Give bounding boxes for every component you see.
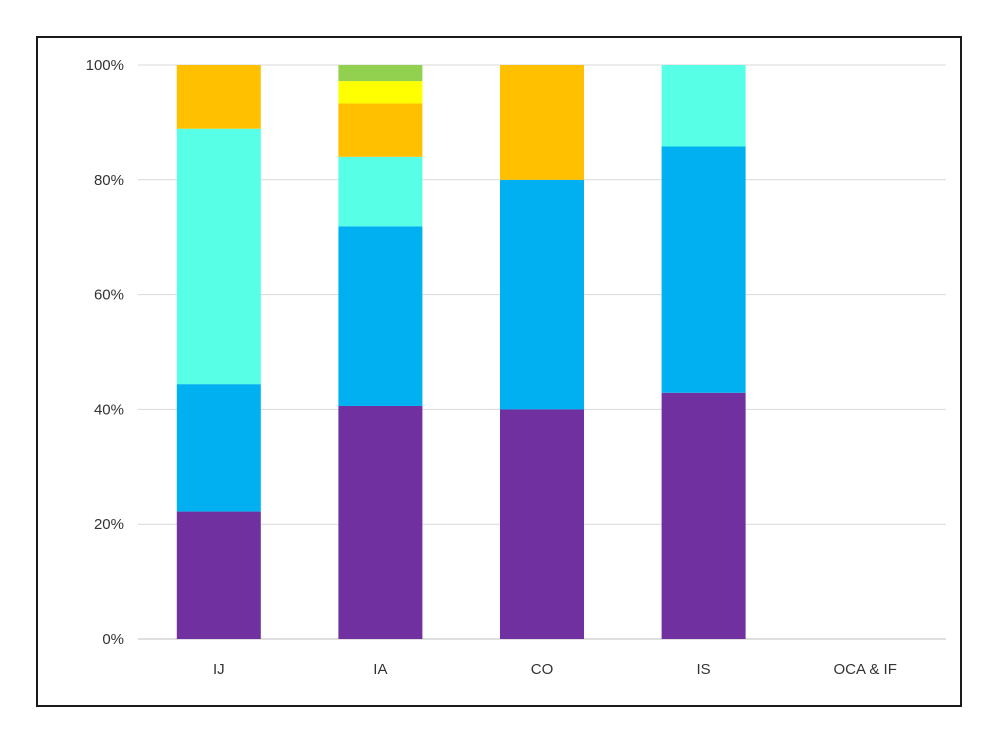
bar-segment: [176, 128, 261, 385]
y-tick-label: 80%: [94, 172, 124, 189]
x-category-label: IA: [373, 661, 387, 678]
y-tick-label: 40%: [94, 401, 124, 418]
x-category-label: CO: [531, 661, 554, 678]
x-category-label: IJ: [213, 661, 225, 678]
bar-segment: [338, 405, 423, 639]
bar-segment: [176, 65, 261, 129]
y-tick-label: 60%: [94, 287, 124, 304]
bar-segment: [176, 511, 261, 639]
bar-segment: [338, 156, 423, 227]
bar-segment: [661, 65, 746, 147]
y-tick-label: 100%: [86, 57, 124, 74]
bar-segment: [338, 103, 423, 157]
bar-segment: [338, 81, 423, 104]
x-category-label: IS: [697, 661, 711, 678]
x-axis-category-labels: IJ IA CO IS OCA & IF: [213, 661, 897, 678]
bar-segment: [176, 384, 261, 512]
chart-frame: 0% 20% 40% 60% 80% 100% IJ IA CO IS OCA & IF: [36, 36, 962, 707]
bars: [176, 65, 746, 639]
y-tick-label: 20%: [94, 516, 124, 533]
bar-segment: [338, 226, 423, 406]
bar-segment: [661, 392, 746, 639]
bar-segment: [500, 409, 584, 639]
y-tick-label: 0%: [102, 631, 124, 648]
y-axis-tick-labels: 0% 20% 40% 60% 80% 100%: [86, 57, 124, 648]
stacked-bar-chart: 0% 20% 40% 60% 80% 100% IJ IA CO IS OCA & IF: [86, 57, 946, 678]
bar-segment: [661, 146, 746, 393]
bar-segment: [500, 179, 584, 410]
bar-segment: [500, 65, 584, 180]
bar-segment: [338, 65, 423, 82]
x-category-label: OCA & IF: [834, 661, 897, 678]
